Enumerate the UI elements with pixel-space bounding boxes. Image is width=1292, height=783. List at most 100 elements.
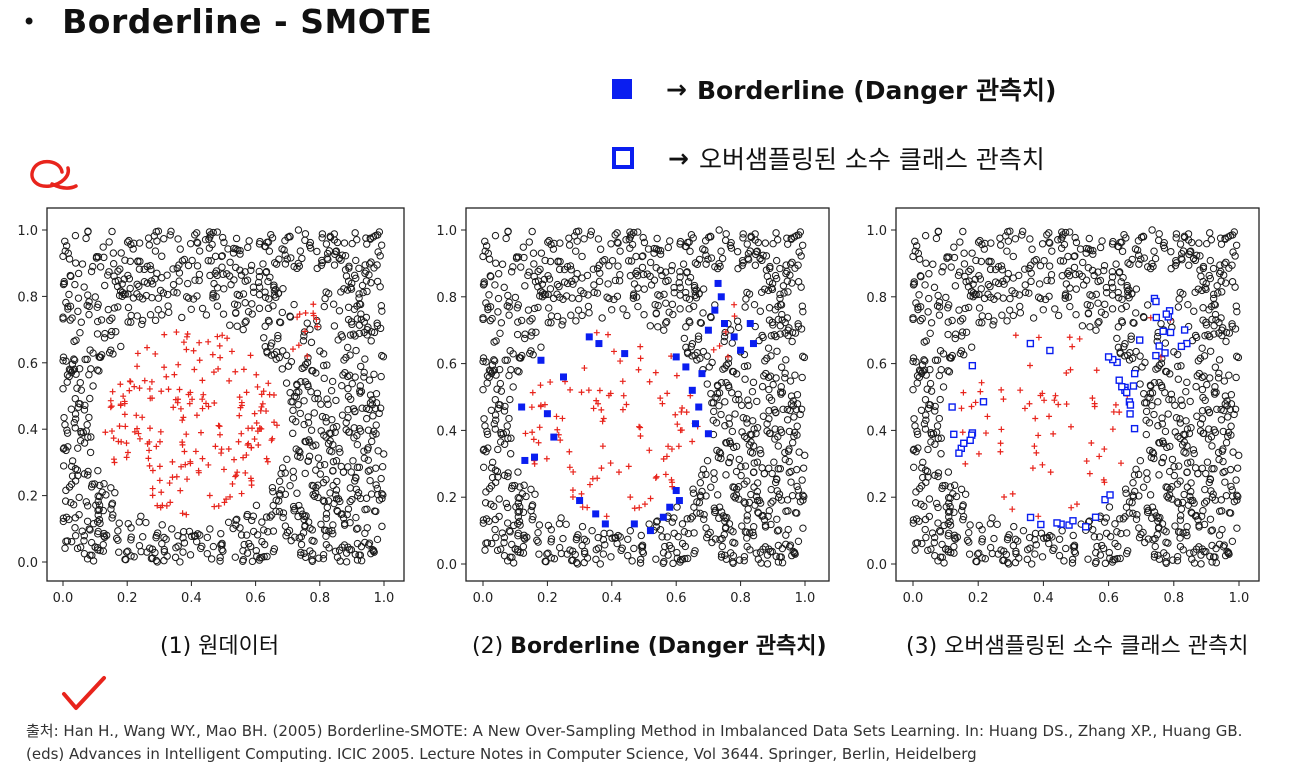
majority-point [784, 288, 792, 296]
majority-point [917, 406, 926, 414]
majority-point [357, 542, 366, 551]
majority-point [368, 545, 376, 554]
majority-point [729, 559, 737, 567]
majority-point [989, 321, 997, 329]
majority-point [266, 273, 274, 281]
majority-point [1063, 269, 1072, 278]
majority-point [927, 387, 936, 395]
majority-point [1000, 556, 1008, 564]
minority-point [205, 461, 212, 468]
majority-point [1195, 369, 1203, 378]
majority-point [278, 365, 286, 373]
majority-point [329, 466, 337, 475]
majority-point [608, 256, 617, 265]
majority-point [728, 367, 737, 376]
majority-point [314, 454, 323, 462]
majority-point [565, 241, 574, 249]
majority-point [738, 256, 747, 265]
majority-point [725, 420, 733, 428]
majority-point [76, 328, 84, 337]
majority-point [197, 544, 205, 553]
minority-point [619, 378, 626, 385]
majority-point [686, 273, 695, 282]
majority-point [508, 540, 516, 549]
majority-point [142, 518, 150, 527]
majority-point [326, 437, 334, 445]
majority-point [604, 280, 612, 288]
majority-point [353, 235, 361, 244]
minority-point [997, 448, 1004, 455]
oversampled-point [948, 403, 956, 411]
minority-point [1032, 415, 1039, 422]
majority-point [65, 290, 73, 299]
majority-point [936, 528, 945, 536]
majority-point [964, 303, 973, 312]
majority-point [135, 282, 143, 290]
majority-point [109, 350, 117, 358]
minority-point [122, 423, 129, 430]
minority-point [209, 351, 216, 358]
minority-point [637, 432, 644, 439]
majority-point [278, 464, 287, 472]
majority-point [490, 357, 499, 365]
majority-point [483, 430, 492, 439]
minority-point [678, 408, 685, 415]
majority-point [270, 350, 279, 359]
majority-point [375, 409, 383, 418]
majority-point [114, 536, 122, 544]
majority-point [96, 353, 105, 361]
majority-point [1190, 307, 1198, 315]
majority-point [139, 295, 147, 303]
majority-point [209, 294, 217, 302]
majority-point [796, 497, 805, 506]
majority-point [749, 531, 758, 540]
majority-point [728, 427, 737, 436]
minority-point [238, 430, 245, 437]
minority-point [1068, 423, 1074, 430]
minority-point [593, 329, 600, 336]
majority-point [938, 484, 946, 493]
danger-point [521, 456, 529, 464]
danger-point [537, 356, 545, 364]
majority-point [945, 499, 953, 507]
majority-point [1070, 252, 1078, 261]
majority-point [768, 469, 776, 478]
majority-point [502, 234, 510, 243]
majority-point [1003, 247, 1011, 255]
majority-point [976, 275, 985, 283]
oversampled-point [950, 430, 958, 439]
majority-point [638, 252, 646, 261]
majority-point [517, 354, 525, 362]
majority-point [749, 528, 757, 537]
minority-point [223, 496, 230, 503]
minority-point [126, 387, 133, 394]
minority-point [636, 423, 643, 430]
majority-point [783, 277, 792, 285]
majority-point [1132, 309, 1140, 317]
majority-point [325, 527, 333, 535]
majority-point [275, 477, 284, 485]
majority-point [536, 265, 544, 274]
majority-point [1210, 426, 1218, 434]
minority-point [620, 392, 627, 399]
majority-point [533, 536, 541, 544]
minority-point [263, 408, 270, 415]
majority-point [919, 473, 927, 482]
majority-point [319, 350, 328, 358]
majority-point [220, 238, 228, 247]
majority-point [713, 491, 722, 499]
majority-point [1158, 458, 1166, 467]
minority-point [547, 379, 554, 386]
minority-point [1109, 426, 1116, 433]
majority-point [218, 233, 227, 242]
majority-point [1218, 288, 1226, 296]
majority-point [1215, 356, 1224, 364]
majority-point [1209, 490, 1217, 498]
majority-point [320, 460, 329, 469]
minority-point [290, 346, 297, 353]
majority-point [958, 332, 966, 340]
majority-point [1233, 307, 1241, 316]
oversampled-point [1069, 517, 1077, 525]
majority-point [607, 306, 616, 314]
majority-point [603, 293, 611, 301]
